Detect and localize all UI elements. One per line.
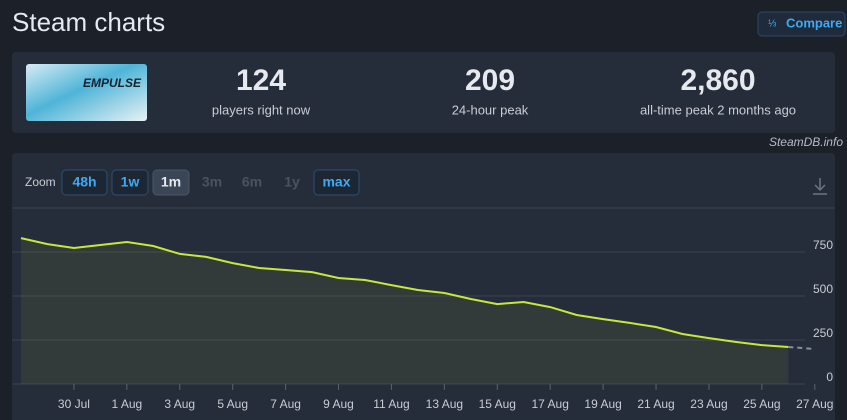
zoom-button: 6m <box>242 174 262 190</box>
x-tick-label: 1 Aug <box>111 397 142 411</box>
x-tick-label: 13 Aug <box>426 397 463 411</box>
x-tick-label: 23 Aug <box>690 397 727 411</box>
zoom-button-label: 1w <box>121 174 140 190</box>
zoom-button-label: 1y <box>284 174 300 190</box>
zoom-button[interactable]: max <box>313 169 360 196</box>
area <box>21 238 789 384</box>
zoom-button[interactable]: 48h <box>61 169 108 196</box>
y-tick-label: 500 <box>813 282 833 296</box>
zoom-button-label: 6m <box>242 174 262 190</box>
y-tick-label: 750 <box>813 238 833 252</box>
line <box>20 237 789 348</box>
compare-button[interactable]: ⅓ Compare <box>757 11 846 37</box>
x-tick-label: 25 Aug <box>743 397 780 411</box>
stat-label: all-time peak 2 months ago <box>640 102 796 117</box>
line <box>788 346 815 350</box>
zoom-button-label: 3m <box>202 174 222 190</box>
stat-value: 124 <box>236 64 286 97</box>
zoom-button-bg <box>152 169 190 196</box>
y-tick-label: 0 <box>826 370 833 384</box>
x-tick-label: 21 Aug <box>637 397 674 411</box>
compare-label: Compare <box>786 15 842 30</box>
zoom-label: Zoom <box>25 175 56 189</box>
zoom-button-label: 48h <box>72 174 96 190</box>
x-tick-label: 11 Aug <box>373 397 409 411</box>
page-title: Steam charts <box>12 7 165 37</box>
stat-value: 2,860 <box>680 64 755 97</box>
zoom-button-bg <box>313 169 360 196</box>
x-tick-label: 27 Aug <box>796 397 833 411</box>
credit: SteamDB.info <box>769 135 843 149</box>
zoom-button-bg <box>61 169 108 196</box>
x-tick-label: 9 Aug <box>323 397 354 411</box>
zoom-button-label: 1m <box>161 174 181 190</box>
x-tick-label: 17 Aug <box>532 397 569 411</box>
x-tick-label: 30 Jul <box>58 397 90 411</box>
stat-label: players right now <box>212 102 311 117</box>
zoom-button-label: max <box>322 174 350 190</box>
x-tick-label: 5 Aug <box>217 397 248 411</box>
download-button[interactable] <box>813 178 827 195</box>
x-tick-label: 19 Aug <box>584 397 621 411</box>
x-tick-label: 7 Aug <box>270 397 301 411</box>
x-tick-label: 15 Aug <box>479 397 516 411</box>
zoom-button[interactable]: 1m <box>152 169 190 196</box>
game-logo: EMPULSE <box>83 76 142 90</box>
x-tick-label: 3 Aug <box>164 397 195 411</box>
chart-panel <box>12 153 835 420</box>
stats-panel <box>12 52 835 133</box>
zoom-button-bg <box>111 169 149 196</box>
svg-text:⅓: ⅓ <box>768 19 777 30</box>
zoom-button[interactable]: 1w <box>111 169 149 196</box>
zoom-button: 1y <box>284 174 300 190</box>
game-image: EMPULSE <box>26 64 147 121</box>
zoom-button: 3m <box>202 174 222 190</box>
stat-label: 24-hour peak <box>452 102 529 117</box>
stat-value: 209 <box>465 64 515 97</box>
y-tick-label: 250 <box>813 326 833 340</box>
